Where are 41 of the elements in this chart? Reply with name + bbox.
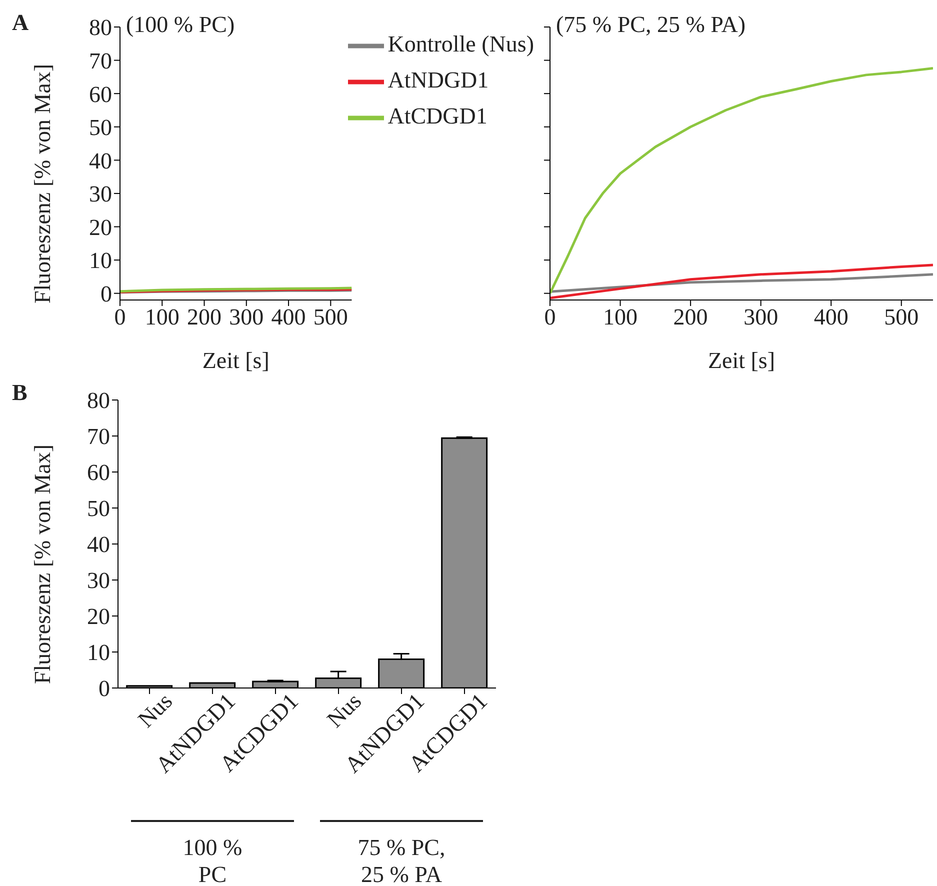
y-tick-label: 60 [87, 460, 110, 486]
text: B [12, 380, 28, 406]
y-tick-label: 50 [87, 496, 110, 522]
x-tick-label: 0 [544, 304, 556, 330]
y-tick-label: 10 [89, 248, 112, 274]
y-tick-label: 60 [89, 82, 112, 107]
y-tick-label: 80 [87, 388, 110, 414]
x-axis-title: Zeit [s] [708, 348, 776, 373]
x-tick-label: 100 [603, 304, 638, 330]
x-tick-label: 100 [144, 304, 180, 330]
text: 100 % PC [182, 834, 244, 886]
y-tick-label: 40 [89, 148, 112, 174]
y-tick-label: 50 [89, 115, 112, 140]
x-axis-title: Zeit [s] [202, 348, 270, 373]
x-tick-label: 300 [744, 304, 778, 330]
chart-title: (100 % PC) [126, 12, 235, 38]
x-tick-label: 400 [271, 304, 306, 330]
y-tick-label: 20 [89, 214, 112, 240]
legend-label: AtNDGD1 [388, 67, 489, 92]
x-tick-label: 400 [814, 304, 848, 330]
y-tick-label: 70 [87, 424, 110, 450]
y-axis-title: Fluoreszenz [% von Max] [30, 64, 56, 304]
y-tick-label: 0 [100, 282, 112, 307]
y-tick-label: 70 [89, 48, 112, 74]
y-tick-label: 20 [87, 604, 110, 630]
y-tick-label: 10 [87, 640, 110, 666]
y-axis-title: Fluoreszenz [% von Max] [30, 444, 56, 684]
legend-label: AtCDGD1 [388, 103, 488, 128]
text: 75 % PC, 25 % PA [356, 834, 446, 886]
y-tick-label: 30 [89, 182, 112, 207]
x-tick-label: 300 [229, 304, 264, 330]
y-tick-label: 30 [87, 568, 110, 594]
x-tick-label: 200 [673, 304, 708, 330]
x-tick-label: 500 [313, 304, 348, 330]
legend-label: Kontrolle (Nus) [388, 31, 534, 56]
x-tick-label: 200 [187, 304, 222, 330]
chart-title: (75 % PC, 25 % PA) [556, 12, 746, 38]
x-tick-label: 500 [884, 304, 919, 330]
y-tick-label: 40 [87, 532, 110, 558]
text: A [12, 10, 29, 36]
y-tick-label: 80 [89, 15, 112, 40]
